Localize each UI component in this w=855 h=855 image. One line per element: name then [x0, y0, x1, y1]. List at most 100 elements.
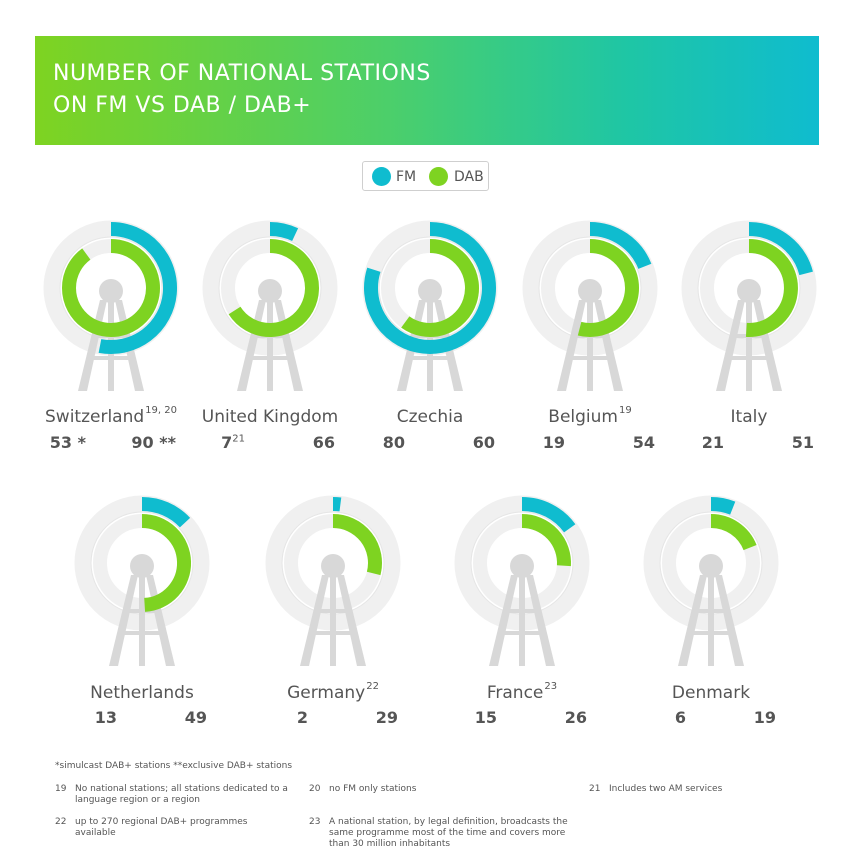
fm-value-text: 21 — [701, 433, 724, 452]
country-name: Italy — [649, 407, 849, 427]
fm-value-text: 7 — [221, 433, 233, 452]
country-name-text: Czechia — [396, 407, 464, 427]
country-name-text: France — [486, 683, 544, 703]
fm-value: 15 — [475, 708, 497, 727]
fm-value: 6 — [675, 708, 686, 727]
fm-value-text: 80 — [382, 433, 405, 452]
footnote-num-22: 22 — [55, 817, 67, 827]
footnote-text-21: Includes two AM services — [609, 784, 723, 794]
fm-arc-5 — [141, 497, 191, 528]
fm-value: 53 * — [50, 433, 86, 452]
fm-arc-8 — [710, 497, 736, 515]
country-footnote-ref: 19 — [618, 405, 632, 417]
fm-value: 13 — [95, 708, 117, 727]
radio-tower-icon — [300, 554, 366, 666]
dab-arc-2 — [401, 239, 479, 337]
dab-value-text: 90 ** — [131, 433, 176, 452]
dab-value-text: 60 — [472, 433, 495, 452]
dab-legend-label: DAB — [454, 169, 484, 185]
fm-value: 2 — [297, 708, 308, 727]
country-name: Netherlands — [42, 683, 242, 703]
title-banner: NUMBER OF NATIONAL STATIONS ON FM VS DAB… — [35, 36, 819, 145]
dab-arc-7 — [521, 514, 571, 567]
country-name-text: Italy — [730, 407, 768, 427]
fm-arc-2 — [364, 222, 496, 354]
dab-value-text: 19 — [753, 708, 776, 727]
dab-value: 19 — [754, 708, 776, 727]
fm-arc-1 — [269, 222, 299, 242]
footnote-legend: *simulcast DAB+ stations **exclusive DAB… — [55, 761, 293, 771]
country-name-text: Switzerland — [45, 407, 145, 427]
page-title: NUMBER OF NATIONAL STATIONS ON FM VS DAB… — [53, 58, 431, 122]
dab-value: 90 ** — [131, 433, 176, 452]
fm-arc-0 — [98, 222, 177, 354]
dab-value: 26 — [565, 708, 587, 727]
footnote-text-23: A national station, by legal definition,… — [329, 817, 568, 849]
title-line-2: ON FM VS DAB / DAB+ — [53, 93, 312, 118]
fm-value: 21 — [702, 433, 724, 452]
footnote-num-20: 20 — [309, 784, 321, 794]
fm-value-text: 53 * — [49, 433, 86, 452]
fm-value-text: 6 — [674, 708, 686, 727]
fm-arc-7 — [521, 497, 576, 533]
footnote-num-23: 23 — [309, 817, 321, 827]
fm-value: 19 — [543, 433, 565, 452]
fm-arc-3 — [589, 222, 652, 270]
dab-value-text: 29 — [375, 708, 398, 727]
fm-value-text: 2 — [296, 708, 308, 727]
footnote-text-20: no FM only stations — [329, 784, 417, 794]
dab-value: 60 — [473, 433, 495, 452]
title-line-1: NUMBER OF NATIONAL STATIONS — [53, 61, 431, 86]
dab-value: 54 — [633, 433, 655, 452]
footnote-num-21: 21 — [589, 784, 601, 794]
country-name-text: United Kingdom — [201, 407, 339, 427]
country-name: Germany22 — [233, 681, 433, 703]
fm-value: 80 — [383, 433, 405, 452]
country-name: France23 — [422, 681, 622, 703]
dab-value-text: 66 — [312, 433, 335, 452]
dab-value: 49 — [185, 708, 207, 727]
fm-footnote-ref: 21 — [232, 433, 245, 445]
country-name: Switzerland19, 20 — [11, 405, 211, 427]
fm-arc-4 — [748, 222, 813, 276]
country-name: Denmark — [611, 683, 811, 703]
dab-value-text: 49 — [184, 708, 207, 727]
fm-value-text: 19 — [542, 433, 565, 452]
dab-value: 66 — [313, 433, 335, 452]
chart-legend: FM DAB — [362, 161, 489, 191]
country-name: United Kingdom — [170, 407, 370, 427]
footnote-text-19: No national stations; all stations dedic… — [75, 784, 288, 805]
fm-legend-label: FM — [396, 169, 417, 185]
fm-legend-swatch — [372, 167, 391, 186]
country-name: Czechia — [330, 407, 530, 427]
dab-value: 29 — [376, 708, 398, 727]
country-name-text: Netherlands — [90, 683, 194, 703]
country-name-text: Germany — [287, 683, 366, 703]
dab-arc-0 — [62, 239, 160, 337]
dab-value-text: 51 — [791, 433, 814, 452]
radio-tower-icon — [678, 554, 744, 666]
radio-tower-icon — [489, 554, 555, 666]
dab-arc-8 — [710, 514, 757, 551]
fm-value-text: 13 — [94, 708, 117, 727]
country-name-text: Denmark — [671, 683, 751, 703]
footnote-num-19: 19 — [55, 784, 67, 794]
dab-value: 51 — [792, 433, 814, 452]
dab-arc-6 — [332, 514, 382, 576]
country-name: Belgium19 — [490, 405, 690, 427]
dab-legend-swatch — [429, 167, 448, 186]
dab-arc-4 — [745, 239, 798, 337]
country-footnote-ref: 19, 20 — [145, 405, 177, 417]
footnote-text-22: up to 270 regional DAB+ programmes avail… — [75, 817, 248, 838]
dab-value-text: 26 — [564, 708, 587, 727]
country-name-text: Belgium — [548, 407, 618, 427]
dab-value-text: 54 — [632, 433, 655, 452]
fm-value: 721 — [221, 433, 245, 452]
dab-arc-3 — [577, 239, 639, 337]
dab-arc-1 — [228, 239, 319, 337]
dab-arc-5 — [141, 514, 192, 612]
country-footnote-ref: 23 — [544, 681, 558, 693]
country-footnote-ref: 22 — [366, 681, 379, 693]
fm-value-text: 15 — [474, 708, 497, 727]
